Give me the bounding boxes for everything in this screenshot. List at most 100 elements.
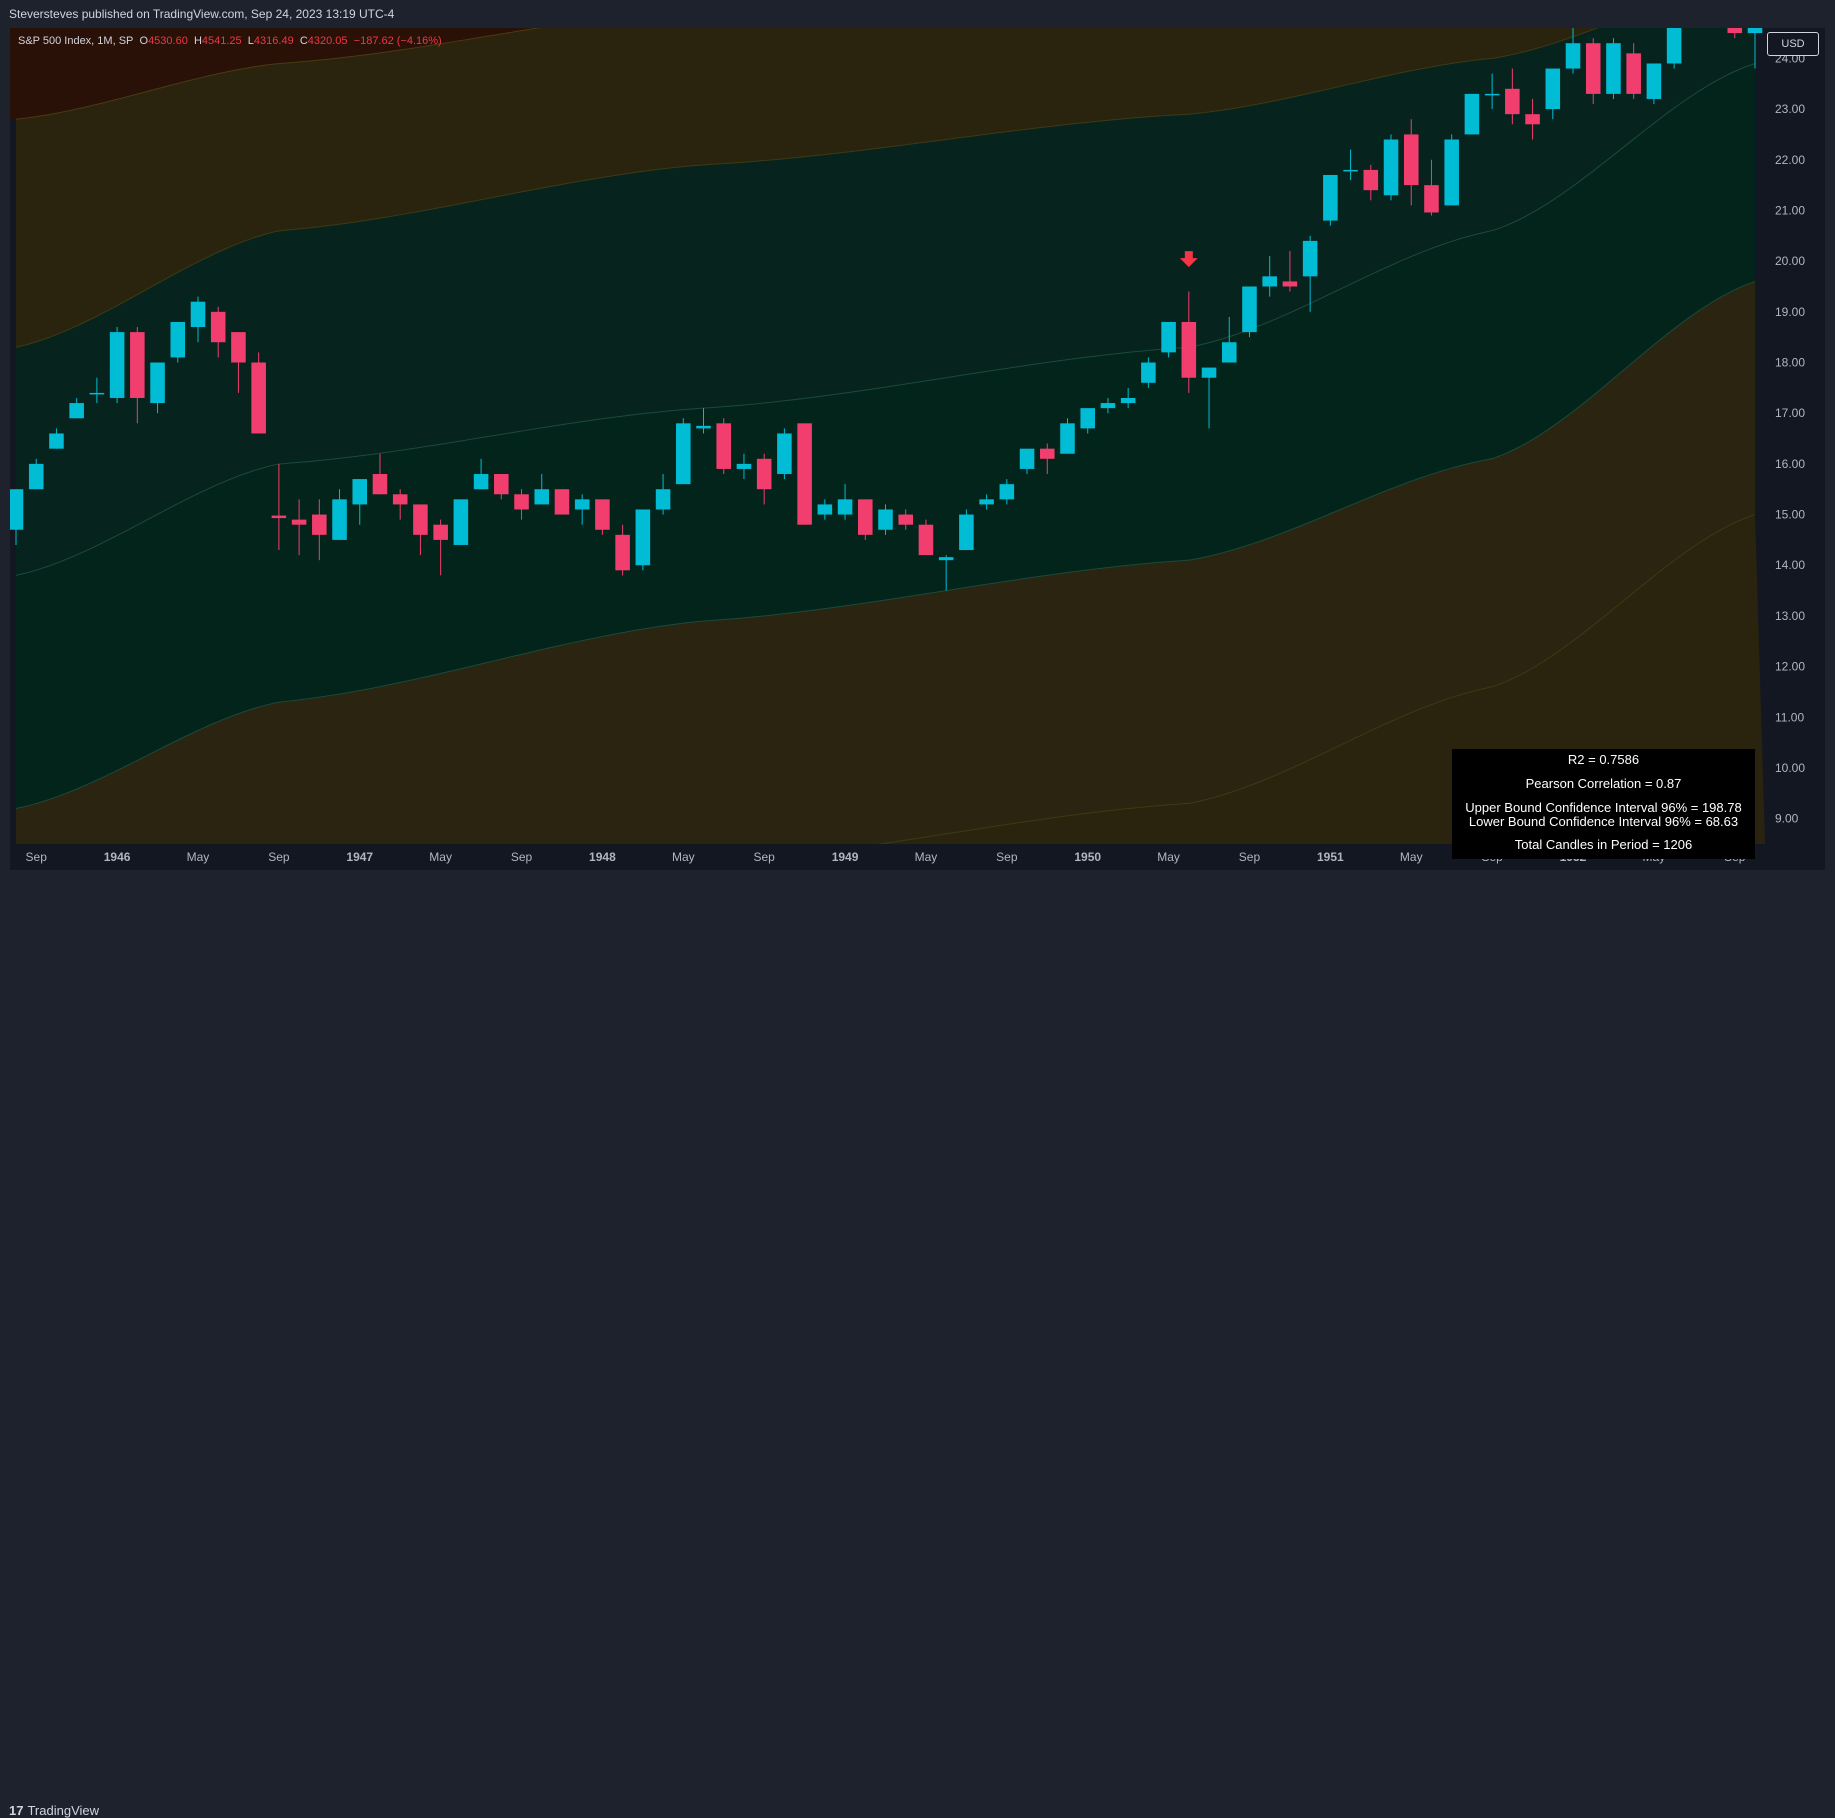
candle-body [1039,448,1055,459]
candle-body [999,484,1015,500]
time-tick-label: Sep [511,850,533,864]
low-label: L [247,35,254,47]
candle-body [1343,169,1358,172]
candle-body [918,524,934,556]
time-tick-label: May [429,850,452,864]
price-tick-label: 19.00 [1775,305,1805,319]
candle-body [595,499,610,530]
candle-body [210,311,226,343]
candle-body [1262,276,1277,287]
candle-body [878,509,893,530]
symbol-legend: S&P 500 Index, 1M, SP O4530.60 H4541.25 … [18,35,442,47]
candle-body [433,524,448,540]
candle-body [514,494,529,510]
candle-body [1080,408,1095,429]
candle-body [1727,28,1743,34]
candle-body [251,362,266,434]
regression-stats-table: R2 = 0.7586 Pearson Correlation = 0.87 U… [1452,749,1755,859]
candle-body [1646,63,1662,99]
time-tick-label: 1949 [832,850,859,864]
low-value: 4316.49 [253,35,294,47]
price-tick-label: 15.00 [1775,508,1805,522]
price-tick-label: 17.00 [1775,406,1805,420]
publisher-text: Steversteves published on TradingView.co… [9,7,395,21]
candle-body [817,504,833,515]
candle-body [1282,281,1298,287]
band-line-lower-2 [654,514,1756,870]
price-tick-label: 10.00 [1775,761,1805,775]
time-tick-label: Sep [753,850,775,864]
candle-body [231,332,246,363]
candle-body [10,489,24,530]
currency-button[interactable]: USD [1767,32,1819,56]
candle-body [1060,423,1075,454]
candle-body [190,301,206,328]
candle-body [271,515,287,519]
candle-body [736,463,752,469]
time-tick-label: 1946 [104,850,131,864]
tradingview-logo-text: TradingView [27,1803,100,1818]
high-label: H [193,35,202,47]
candle-body [1403,134,1419,186]
candle-body [1565,43,1581,69]
time-tick-label: May [915,850,938,864]
band-line-lower-inner [15,280,1756,810]
band-region-3 [16,63,1755,809]
candle-body [109,332,125,398]
high-value: 4541.25 [201,35,242,47]
time-tick-label: 1948 [589,850,616,864]
candle-body [312,514,327,535]
candle-body [716,423,732,469]
price-axis [1765,28,1825,870]
candle-body [49,433,64,449]
footer-bar: 17 TradingView [0,897,1835,1818]
symbol-label[interactable]: S&P 500 Index, 1M, SP [18,35,134,47]
candle-body [635,509,651,566]
band-region-4 [16,281,1755,870]
candle-body [777,433,792,475]
candle-body [28,463,44,490]
lower-bound-text: Lower Bound Confidence Interval 96% = 68… [1468,814,1739,829]
time-tick-label: May [1400,850,1423,864]
candle-body [1424,185,1439,213]
candle-body [291,519,307,525]
candle-body [130,332,145,398]
candle-body [453,499,469,545]
candle-body [1141,362,1156,383]
candle-body [1484,93,1500,96]
candle-body [332,499,347,540]
candle-body [1545,68,1561,110]
candle-body [1181,321,1197,378]
price-tick-label: 21.00 [1775,203,1805,217]
tradingview-logo[interactable]: 17 TradingView [9,1803,99,1818]
band-region-2 [16,28,1755,576]
candle-body [959,514,974,551]
candle-body [413,504,428,535]
candle-body [756,458,772,490]
down-arrow-marker [1179,251,1198,268]
band-region-bottom [10,514,1765,870]
candlestick-chart[interactable]: 9.00 10.00 11.00 12.00 13.00 14.00 15.00 16.00 1… [10,28,1825,870]
open-value: 4530.60 [148,35,188,47]
time-tick-label: May [672,850,695,864]
candle-body [89,392,105,395]
candle-body [1100,403,1116,409]
time-tick-label: 1947 [346,850,373,864]
candle-body [1505,88,1520,115]
candle-body [1626,53,1641,94]
candle-body [1120,397,1136,404]
upper-bound-text: Upper Bound Confidence Interval 96% = 19… [1465,800,1742,815]
price-tick-label: 11.00 [1775,710,1804,724]
band-region-top [10,28,1765,120]
candle-body [1666,28,1682,64]
candle-body [857,499,873,535]
candle-body [898,514,914,525]
candle-body [1383,139,1399,196]
r2-text: R2 = 0.7586 [1567,752,1640,767]
candle-body [1606,43,1621,94]
candle-body [494,474,509,495]
candle-body [1019,448,1035,469]
candle-body [979,499,994,505]
pearson-text: Pearson Correlation = 0.87 [1525,776,1682,791]
tradingview-logo-mark: 17 [9,1803,24,1818]
